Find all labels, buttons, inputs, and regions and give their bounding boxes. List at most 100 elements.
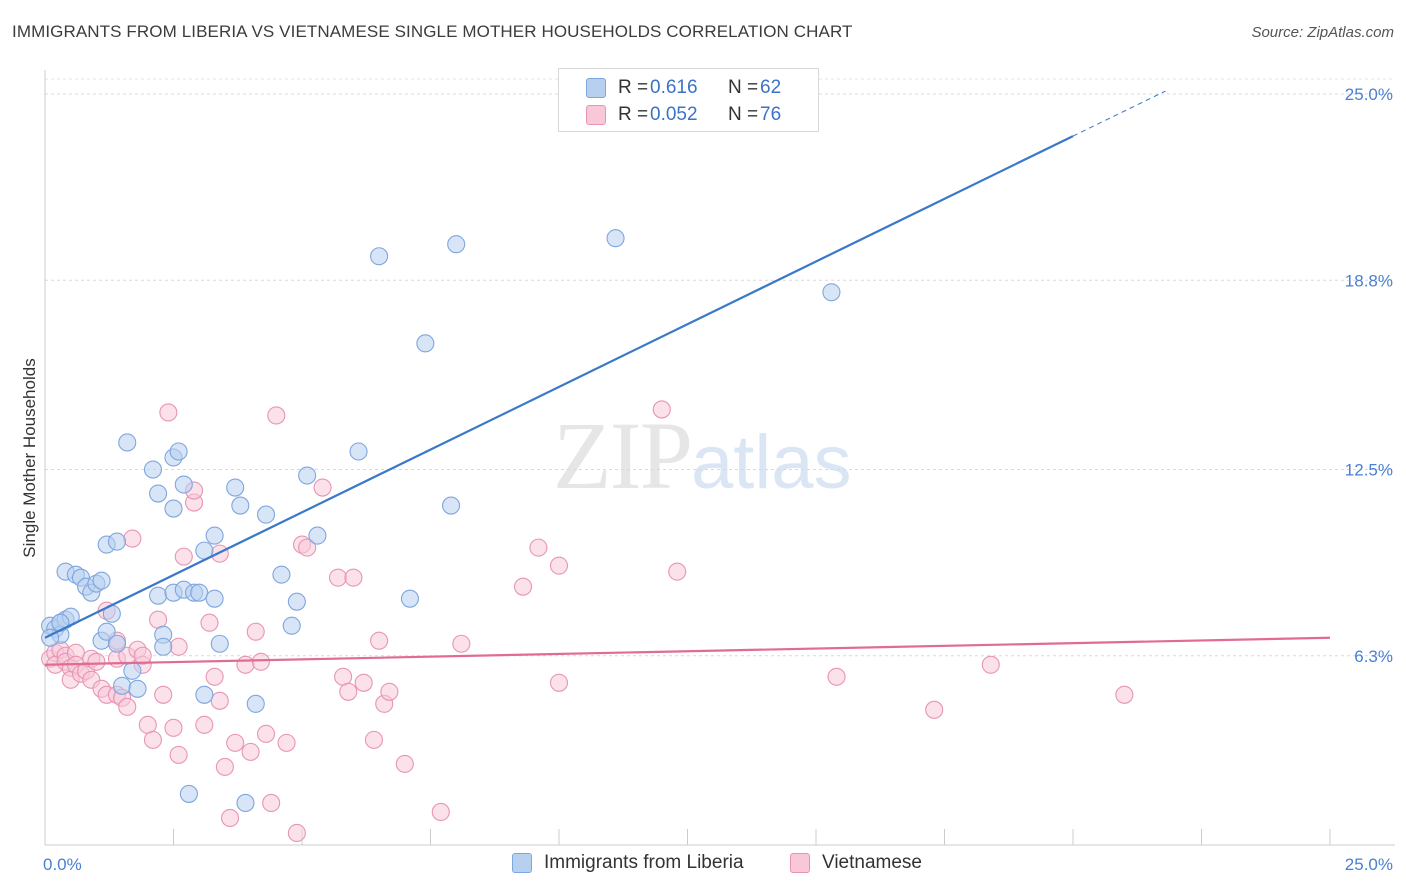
vietnamese-point — [339, 682, 358, 701]
vietnamese-point — [154, 685, 173, 704]
liberia-point — [107, 532, 127, 551]
vietnamese-point — [277, 733, 296, 752]
vietnamese-point — [87, 652, 106, 671]
vietnamese-point — [925, 700, 944, 719]
vietnamese-point — [123, 529, 142, 548]
vietnamese-point — [344, 568, 363, 587]
vietnamese-point — [328, 568, 348, 587]
liberia-point — [113, 676, 132, 695]
legend-r-value: 0.616 — [650, 77, 698, 98]
legend-row-liberia: R = 0.616 N = 62 — [586, 76, 781, 100]
vietnamese-point — [313, 478, 332, 497]
liberia-point — [298, 466, 317, 485]
vietnamese-point — [549, 673, 569, 692]
vietnamese-point — [159, 403, 178, 422]
liberia-point — [606, 229, 625, 248]
liberia-point — [246, 694, 265, 713]
vietnamese-point — [143, 730, 162, 749]
legend-r-value: 0.052 — [650, 104, 698, 125]
vietnamese-point — [195, 715, 214, 734]
bottom-legend-label-vietnamese: Vietnamese — [822, 852, 922, 873]
vietnamese-point — [287, 823, 306, 843]
legend-swatch-liberia — [586, 78, 606, 98]
liberia-point — [308, 526, 327, 545]
source-credit: Source: ZipAtlas.com — [1251, 24, 1394, 41]
vietnamese-point — [200, 613, 219, 632]
vietnamese-point — [354, 673, 373, 692]
vietnamese-point — [169, 745, 188, 764]
liberia-point — [92, 571, 111, 590]
vietnamese-point — [380, 682, 399, 701]
liberia-point — [164, 499, 183, 518]
bottom-legend-liberia: Immigrants from Liberia — [512, 852, 744, 874]
correlation-legend: R = 0.616 N = 62 R = 0.052 N = 76 — [558, 68, 819, 132]
liberia-point — [154, 637, 173, 656]
liberia-point — [287, 592, 306, 611]
liberia-point — [195, 685, 214, 704]
liberia-point — [272, 565, 291, 584]
liberia-point — [349, 442, 368, 461]
liberia-point — [174, 475, 193, 494]
vietnamese-point — [334, 667, 353, 686]
liberia-point — [370, 247, 389, 266]
y-tick-label: 12.5% — [1345, 461, 1393, 480]
liberia-point — [149, 586, 168, 605]
vietnamese-point — [668, 562, 687, 581]
vietnamese-point — [251, 652, 270, 671]
vietnamese-point — [241, 742, 260, 761]
vietnamese-trendline — [44, 636, 1331, 666]
liberia-point — [282, 616, 301, 635]
y-tick-label: 6.3% — [1354, 647, 1393, 666]
liberia-point — [128, 679, 147, 698]
vietnamese-point — [395, 754, 414, 773]
liberia-point — [400, 589, 419, 608]
bottom-legend-vietnamese: Vietnamese — [790, 852, 922, 874]
liberia-point — [51, 613, 70, 632]
liberia-point — [123, 661, 142, 680]
x-tick-label: 0.0% — [43, 855, 82, 874]
vietnamese-point — [267, 406, 286, 425]
vietnamese-point — [513, 577, 533, 596]
vietnamese-point — [981, 655, 1000, 674]
liberia-point — [256, 505, 276, 524]
liberia-point — [226, 478, 245, 497]
liberia-point — [447, 235, 466, 254]
chart-title: IMMIGRANTS FROM LIBERIA VS VIETNAMESE SI… — [12, 22, 853, 41]
liberia-trendline — [44, 135, 1074, 639]
legend-n-label: N = — [728, 104, 759, 125]
vietnamese-point — [246, 622, 265, 641]
liberia-point — [210, 634, 229, 653]
vietnamese-point — [298, 538, 317, 557]
vietnamese-point — [133, 646, 152, 665]
watermark: ZIPatlas — [553, 400, 852, 511]
liberia-point — [169, 442, 188, 461]
bottom-legend-label-liberia: Immigrants from Liberia — [544, 852, 744, 873]
vietnamese-point — [652, 400, 671, 419]
vietnamese-point — [431, 802, 450, 822]
vietnamese-point — [210, 691, 229, 710]
vietnamese-point — [529, 538, 548, 557]
vietnamese-point — [149, 610, 168, 629]
legend-swatch-vietnamese — [586, 105, 606, 125]
vietnamese-point — [164, 718, 183, 737]
liberia-point — [107, 634, 127, 653]
vietnamese-point — [827, 667, 846, 686]
legend-r-label: R = — [618, 104, 649, 125]
vietnamese-point — [262, 793, 281, 812]
y-tick-label: 18.8% — [1345, 271, 1393, 290]
vietnamese-point — [549, 556, 569, 575]
liberia-point — [231, 496, 250, 515]
legend-n-value: 76 — [760, 104, 782, 125]
vietnamese-point — [226, 733, 245, 752]
liberia-point — [236, 793, 255, 812]
liberia-point — [97, 622, 116, 641]
liberia-point — [149, 484, 168, 503]
vietnamese-point — [118, 697, 137, 716]
liberia-point — [190, 583, 209, 602]
x-tick-label: 25.0% — [1345, 855, 1393, 874]
legend-r-label: R = — [618, 77, 649, 98]
liberia-point — [205, 526, 224, 545]
legend-row-vietnamese: R = 0.052 N = 76 — [586, 103, 781, 127]
bottom-legend-swatch-liberia — [512, 853, 532, 873]
liberia-point — [205, 589, 224, 608]
